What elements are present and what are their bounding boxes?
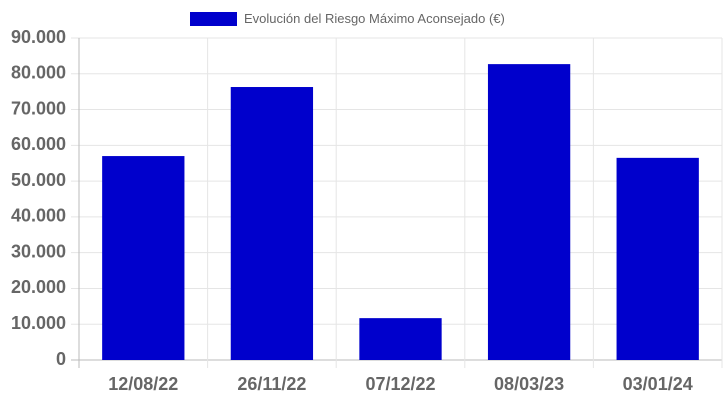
bar (487, 64, 571, 361)
legend-label: Evolución del Riesgo Máximo Aconsejado (… (244, 11, 505, 26)
y-tick-label: 80.000 (11, 63, 66, 83)
x-tick-label: 07/12/22 (365, 374, 435, 394)
x-tick-label: 08/03/23 (494, 374, 564, 394)
legend-swatch (190, 12, 237, 26)
y-tick-label: 40.000 (11, 206, 66, 226)
x-tick-label: 12/08/22 (108, 374, 178, 394)
y-tick-label: 90.000 (11, 27, 66, 47)
bar (230, 87, 314, 360)
y-tick-label: 20.000 (11, 277, 66, 297)
bar (359, 318, 442, 360)
y-tick-label: 10.000 (11, 313, 66, 333)
bar (616, 157, 699, 360)
y-tick-label: 0 (56, 349, 66, 369)
x-tick-label: 26/11/22 (237, 374, 306, 394)
y-tick-label: 60.000 (11, 134, 66, 154)
y-tick-label: 50.000 (11, 170, 66, 190)
bar (102, 156, 185, 360)
y-tick-label: 70.000 (11, 98, 66, 118)
y-tick-label: 30.000 (11, 241, 66, 261)
x-tick-label: 03/01/24 (623, 374, 693, 394)
